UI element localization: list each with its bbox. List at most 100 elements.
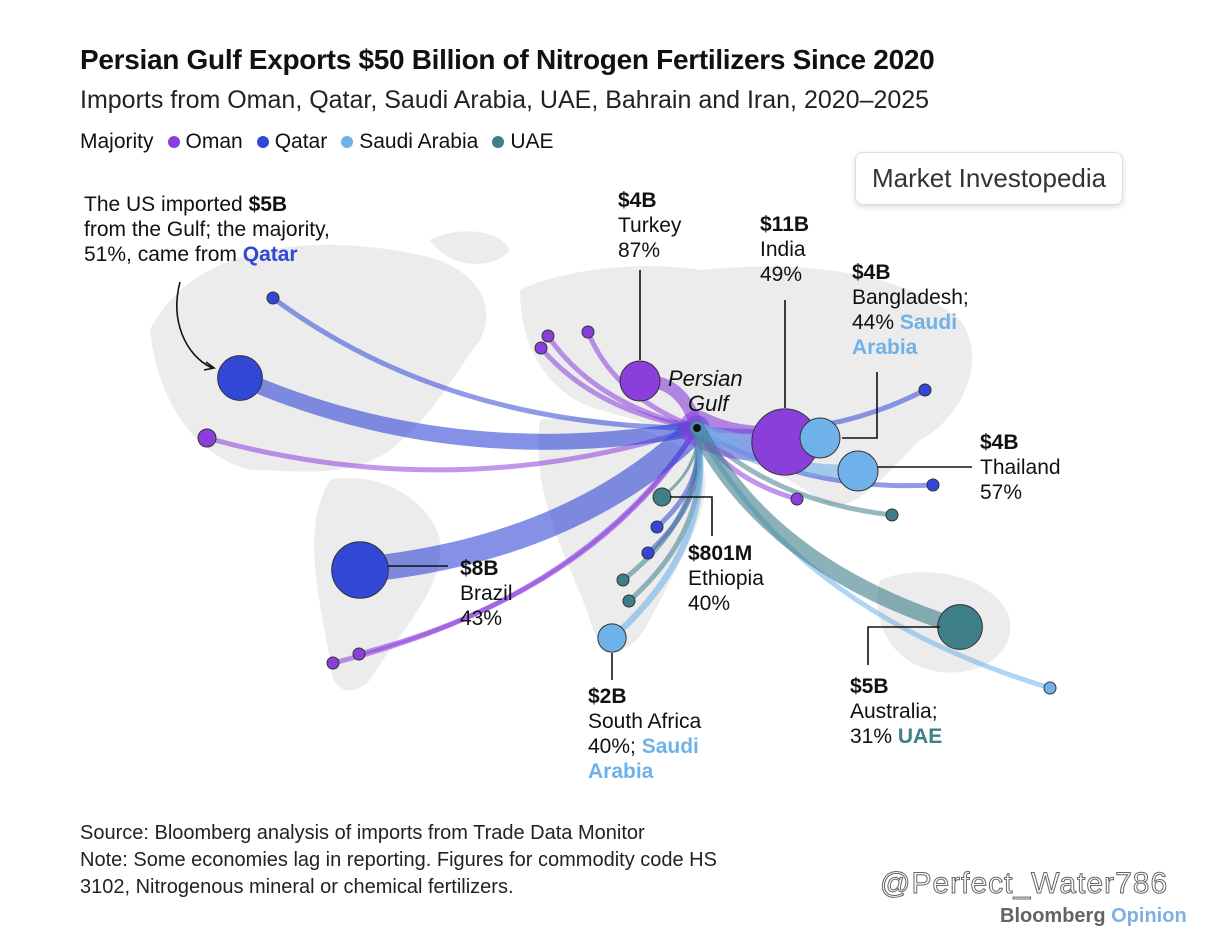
bubble-thailand [837,450,879,492]
title: Persian Gulf Exports $50 Billion of Nitr… [80,44,935,75]
minor-destination-bubble [1043,681,1057,695]
minor-destination-bubble [622,594,636,608]
minor-destination-bubble [541,329,555,343]
qatar-dot-icon [256,136,269,148]
ann-country: Ethiopia [688,567,764,590]
ann-value: $5B [850,675,889,698]
flow-arc-australia [689,420,968,635]
legend-text: Oman [185,130,243,153]
bubble-bangladesh [799,417,841,459]
ann-value: $2B [588,685,627,708]
minor-destination-bubble [352,647,366,661]
ann-country: Bangladesh; [852,286,969,309]
uae-dot-icon [492,136,505,148]
minor-destination-bubble [266,291,280,305]
ann-pct: 43% [460,607,503,630]
legend-text: UAE [510,130,554,153]
saudi-dot-icon [341,136,354,148]
oman-dot-icon [167,136,180,148]
legend-item-oman: Oman [167,130,243,154]
footer: Source: Bloomberg analysis of imports fr… [80,820,717,901]
minor-flow-arc [270,295,700,431]
minor-destination-bubble [790,492,804,506]
origin-label: Persian Gulf [668,366,743,416]
legend-item-uae: UAE [492,130,554,154]
annotation-us: The US imported $5B from the Gulf; the m… [84,192,330,267]
ann-highlight: Saudi [641,735,699,758]
ann-pct: 31% [850,725,898,748]
ann-country: Brazil [460,582,513,605]
leader-lines [176,270,972,680]
bubble-south-africa [597,623,627,653]
credit-a: Bloomberg [1000,905,1106,927]
flow-arc-brazil [347,415,710,583]
legend-text: Qatar [274,130,328,153]
ann-pct: 40%; [588,735,642,758]
ann-country: South Africa [588,710,702,733]
annotation-bangladesh: $4B Bangladesh; 44% Saudi Arabia [852,260,969,360]
note-line: 3102, Nitrogenous mineral or chemical fe… [80,876,514,898]
annotation-ethiopia: $801M Ethiopia 40% [688,541,764,616]
legend-item-saudi: Saudi Arabia [341,130,478,154]
bubble-turkey [619,360,661,402]
credit: Bloomberg Opinion [1000,904,1187,928]
ann-pct: 49% [760,263,803,286]
ann-text: from the Gulf; the majority, [84,218,330,241]
origin-line: Gulf [688,391,729,416]
ann-text: The US imported [84,193,249,216]
annotation-australia: $5B Australia; 31% UAE [850,674,942,749]
ann-highlight: UAE [897,725,943,748]
legend-label: Majority [80,130,154,153]
minor-destination-bubble [326,656,340,670]
minor-destination-bubble [616,573,630,587]
ann-value: $11B [760,213,810,236]
ann-value: $4B [852,261,891,284]
source-note: Source: Bloomberg analysis of imports fr… [80,822,645,844]
minor-destination-bubble [641,546,655,560]
bubble-ethiopia [652,487,672,507]
ann-pct: 44% [852,311,900,334]
ann-highlight: Arabia [588,760,654,783]
ann-pct: 40% [688,592,731,615]
minor-flow-arc [204,425,700,473]
flow-arc-united-states [232,370,705,450]
origin-line: Persian [668,366,743,391]
legend-text: Saudi Arabia [359,130,479,153]
flow-arc-south-africa [608,424,704,642]
minor-destination-bubble [650,520,664,534]
ann-country: Turkey [618,214,682,237]
ann-country: Thailand [980,456,1061,479]
annotation-india: $11B India 49% [760,212,809,287]
bubble-united-states [217,355,263,401]
annotation-south-africa: $2B South Africa 40%; Saudi Arabia [588,684,701,784]
minor-destination-bubble [918,383,932,397]
bubble-brazil [331,541,389,599]
ann-country: Australia; [850,700,938,723]
ann-value: $8B [460,557,499,580]
ann-value: $4B [618,189,657,212]
brand-badge: Market Investopedia [855,152,1124,205]
ann-highlight: Arabia [852,336,918,359]
ann-text: 51%, came from [84,243,243,266]
ann-country: India [760,238,806,261]
watermark: @Perfect_Water786 [879,867,1169,901]
subtitle: Imports from Oman, Qatar, Saudi Arabia, … [80,86,930,114]
ann-value: $4B [980,431,1019,454]
minor-destination-bubble [885,508,899,522]
ann-pct: 57% [980,481,1023,504]
legend-item-qatar: Qatar [256,130,328,154]
ann-highlight: Saudi [899,311,958,334]
bubble-australia [937,604,983,650]
minor-destination-bubble [581,325,595,339]
minor-destination-bubble [926,478,940,492]
ann-value: $801M [688,542,753,565]
note-line: Note: Some economies lag in reporting. F… [80,849,717,871]
minor-destination-bubble [197,428,217,448]
ann-pct: 87% [618,239,661,262]
annotation-thailand: $4B Thailand 57% [980,430,1061,505]
annotation-turkey: $4B Turkey 87% [618,188,681,263]
minor-destination-bubble [534,341,548,355]
ann-highlight: Qatar [242,243,298,266]
